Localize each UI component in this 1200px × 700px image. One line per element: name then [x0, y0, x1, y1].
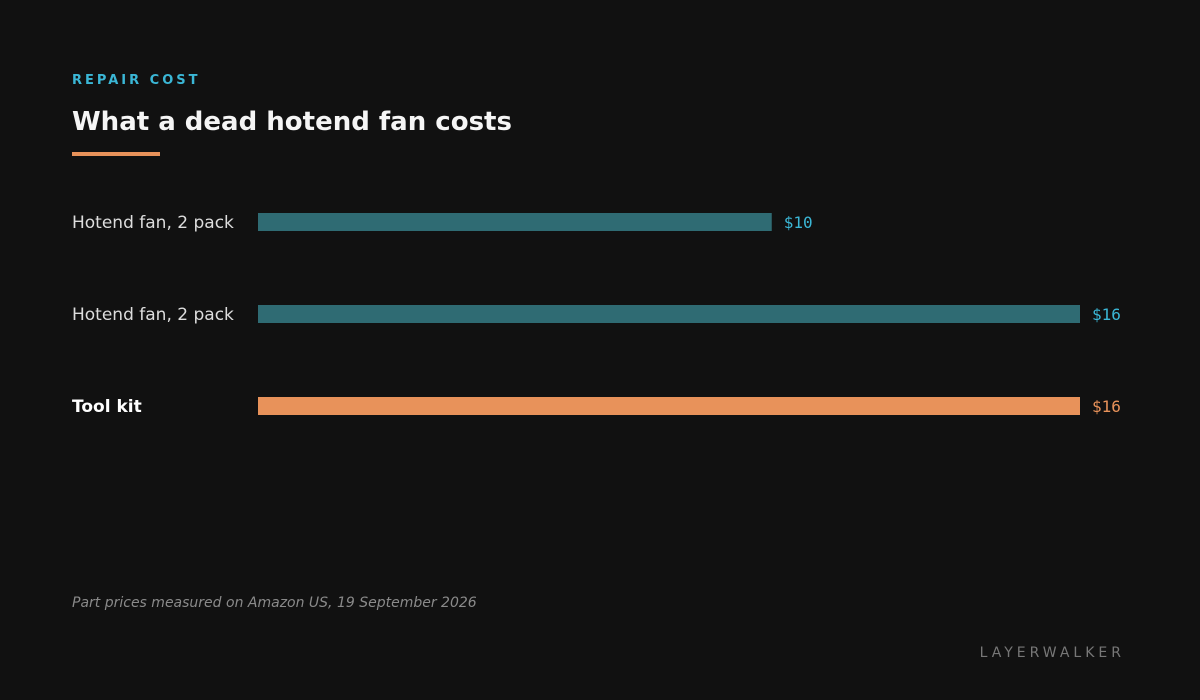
bar-label: Tool kit [72, 397, 142, 417]
source-footnote: Part prices measured on Amazon US, 19 Se… [72, 595, 477, 611]
title-underline [72, 152, 160, 156]
bar-label: Hotend fan, 2 pack [72, 213, 234, 233]
bar [258, 305, 1080, 323]
bar-value-label: $16 [1092, 305, 1121, 324]
chart-eyebrow: REPAIR COST [72, 73, 201, 88]
bar-label: Hotend fan, 2 pack [72, 305, 234, 325]
chart-title: What a dead hotend fan costs [72, 107, 512, 137]
bar-value-label: $16 [1092, 397, 1121, 416]
brand-wordmark: LAYERWALKER [979, 645, 1125, 661]
bar [258, 397, 1080, 415]
bar-value-label: $10 [784, 213, 813, 232]
bar [258, 213, 772, 231]
